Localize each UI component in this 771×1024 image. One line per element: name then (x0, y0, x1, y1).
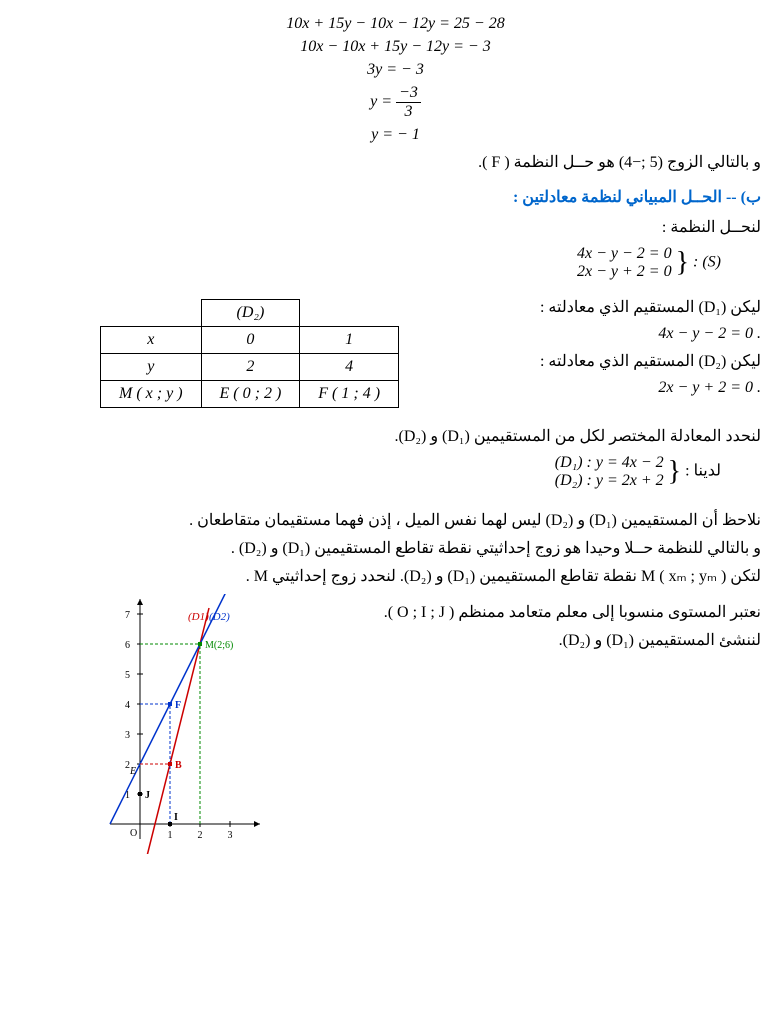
svg-text:O: O (130, 828, 137, 839)
ladina-label: لدينا : (685, 463, 721, 480)
svg-text:J: J (145, 790, 150, 801)
svg-text:1: 1 (168, 830, 173, 841)
svg-text:M(2;6): M(2;6) (205, 640, 233, 651)
system2-display: لدينا : { (D₁) : y = 4x − 2 (D₂) : y = 2… (10, 454, 721, 490)
d1-equation: . 4x − y − 2 = 0 (399, 325, 761, 343)
table-cell: 1 (300, 327, 399, 354)
eq-frac-line: y = −3 3 (10, 84, 771, 121)
eq-line: 10x − 10x + 15y − 12y = − 3 (10, 38, 771, 56)
eq-line: y = − 1 (10, 126, 771, 144)
table-row: M ( x ; y ) E ( 0 ; 2 ) F ( 1 ; 4 ) (101, 381, 399, 408)
numerator: −3 (396, 84, 421, 103)
table-row: x 0 1 (101, 327, 399, 354)
fraction: −3 3 (396, 84, 421, 121)
system-eq1: 4x − y − 2 = 0 (577, 245, 672, 263)
table-cell: 2 (201, 354, 300, 381)
svg-text:7: 7 (125, 610, 130, 621)
table-cell (101, 300, 202, 327)
table-cell: 0 (201, 327, 300, 354)
svg-text:(D1): (D1) (188, 611, 209, 623)
construct-text: لننشئ المستقيمين (D₁) و (D₂). (320, 630, 761, 650)
table-cell: y (101, 354, 202, 381)
table-header-d2: (D₂) (201, 300, 300, 327)
system-display: (S) : { 4x − y − 2 = 0 2x − y + 2 = 0 (10, 245, 721, 281)
system2-d1: (D₁) : y = 4x − 2 (555, 454, 664, 472)
svg-text:(D2): (D2) (209, 611, 230, 623)
solve-label: لنحــل النظمة : (10, 217, 761, 237)
system-label: (S) : (693, 254, 721, 271)
table-cell: 4 (300, 354, 399, 381)
let-m-text: لتكن M ( xₘ ; yₘ ) نقطة تقاطع المستقيمين… (10, 566, 761, 586)
svg-text:3: 3 (228, 830, 233, 841)
d2-equation: . 2x − y + 2 = 0 (399, 379, 761, 397)
system-eq2: 2x − y + 2 = 0 (577, 263, 672, 281)
data-table: (D₂) x 0 1 y 2 4 M ( x ; y ) E ( 0 ; 2 )… (100, 299, 399, 408)
system2-d2: (D₂) : y = 2x + 2 (555, 472, 664, 490)
d2-definition: ليكن (D₂) المستقيم الذي معادلته : (399, 351, 761, 371)
svg-text:5: 5 (125, 670, 130, 681)
consider-text: نعتبر المستوى منسوبا إلى معلم متعامد ممن… (320, 602, 761, 622)
svg-text:F: F (175, 700, 181, 711)
eq-frac-left: y = (370, 93, 392, 110)
reduced-eq-text: لنحدد المعادلة المختصر لكل من المستقيمين… (10, 426, 761, 446)
denominator: 3 (396, 103, 421, 121)
section-heading: ب) -- الحــل المبياني لنظمة معادلتين : (10, 187, 761, 207)
svg-text:6: 6 (125, 640, 130, 651)
table-cell: E ( 0 ; 2 ) (201, 381, 300, 408)
svg-text:4: 4 (125, 700, 130, 711)
coordinate-graph: 1234567123(D1)(D2)M(2;6)FBEJOI (100, 594, 320, 854)
svg-text:I: I (174, 812, 178, 823)
table-cell: x (101, 327, 202, 354)
eq-line: 3y = − 3 (10, 61, 771, 79)
table-row: y 2 4 (101, 354, 399, 381)
conclusion-text: و بالتالي الزوج (5 ;−4) هو حــل النظمة (… (10, 152, 761, 172)
d1-definition: ليكن (D₁) المستقيم الذي معادلته : (399, 297, 761, 317)
eq-line: 10x + 15y − 10x − 12y = 25 − 28 (10, 15, 771, 33)
svg-text:E: E (129, 766, 136, 777)
table-cell (300, 300, 399, 327)
table-cell: M ( x ; y ) (101, 381, 202, 408)
observation-text: نلاحظ أن المستقيمين (D₁) و (D₂) ليس لهما… (10, 510, 761, 530)
equation-block: 10x + 15y − 10x − 12y = 25 − 28 10x − 10… (10, 15, 771, 144)
conclusion2-text: و بالتالي للنظمة حــلا وحيدا هو زوج إحدا… (10, 538, 761, 558)
svg-text:2: 2 (198, 830, 203, 841)
table-cell: F ( 1 ; 4 ) (300, 381, 399, 408)
svg-text:3: 3 (125, 730, 130, 741)
svg-text:B: B (175, 760, 182, 771)
